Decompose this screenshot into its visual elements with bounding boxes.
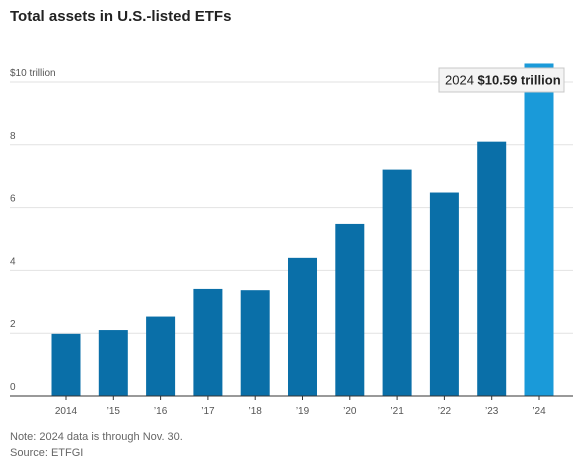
bar (288, 257, 317, 396)
x-tick-label: ’22 (438, 406, 452, 417)
chart-title: Total assets in U.S.-listed ETFs (10, 8, 232, 25)
note-text: Note: 2024 data is through Nov. 30. (10, 431, 183, 443)
x-tick-label: 2014 (55, 406, 78, 417)
bar (477, 141, 507, 396)
bar (240, 290, 270, 396)
y-tick-label: $10 trillion (10, 68, 56, 79)
bar (382, 169, 412, 396)
x-tick-label: ’15 (107, 406, 121, 417)
bar (146, 316, 176, 396)
source-text: Source: ETFGI (10, 447, 84, 459)
annotation-label: 2024 $10.59 trillion (445, 73, 561, 88)
y-tick-label: 4 (10, 256, 16, 267)
annotation-box (438, 67, 565, 93)
bar (335, 223, 365, 396)
x-tick-label: ’21 (390, 406, 404, 417)
bar (429, 192, 459, 396)
bar (193, 288, 223, 396)
x-tick-label: ’17 (201, 406, 215, 417)
y-tick-label: 6 (10, 194, 16, 205)
x-tick-label: ’20 (343, 406, 357, 417)
x-tick-label: ’16 (154, 406, 168, 417)
annotation-value: $10.59 trillion (478, 73, 561, 88)
x-tick-label: ’19 (296, 406, 310, 417)
bar (51, 333, 81, 396)
x-tick-label: ’23 (485, 406, 499, 417)
y-tick-label: 0 (10, 382, 16, 393)
bar (98, 330, 128, 396)
annotation-year: 2024 (445, 73, 478, 88)
y-tick-label: 8 (10, 131, 16, 142)
chart-footnote: Note: 2024 data is through Nov. 30. Sour… (10, 429, 183, 461)
y-tick-label: 2 (10, 319, 16, 330)
x-tick-label: ’24 (532, 406, 546, 417)
bar (524, 63, 554, 396)
x-tick-label: ’18 (249, 406, 263, 417)
